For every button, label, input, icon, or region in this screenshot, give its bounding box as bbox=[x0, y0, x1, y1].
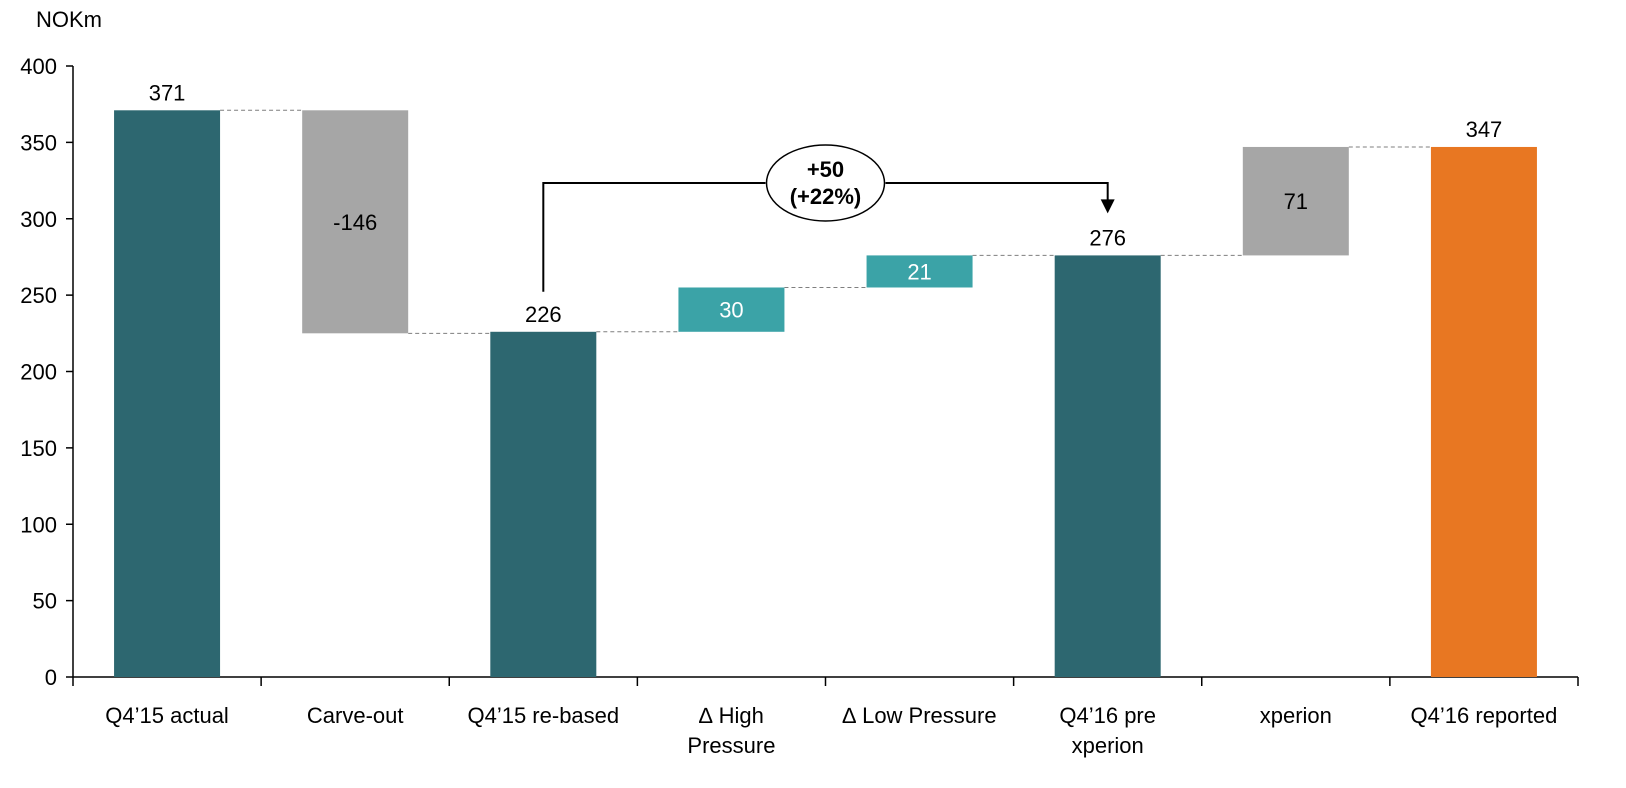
value-label: 276 bbox=[1089, 225, 1126, 250]
bar-0 bbox=[114, 110, 221, 678]
x-tick-label: Q4’16 pre bbox=[1059, 703, 1156, 728]
bar-6 bbox=[1242, 146, 1349, 256]
annotation-arrowhead bbox=[1100, 199, 1115, 214]
x-tick-label: Pressure bbox=[687, 733, 775, 758]
annotation-ellipse bbox=[765, 144, 886, 222]
x-tick-label: ∆ Low Pressure bbox=[843, 703, 997, 728]
growth-annotation: +50(+22%) bbox=[542, 144, 1115, 292]
annotation-text-line1: +50 bbox=[807, 157, 844, 182]
x-tick-label: Q4’15 re-based bbox=[467, 703, 619, 728]
y-tick-label: 200 bbox=[20, 360, 57, 385]
value-label: 226 bbox=[525, 302, 562, 327]
x-tick-label: ∆ High bbox=[699, 703, 764, 728]
bar-4 bbox=[866, 255, 973, 288]
value-labels: 371 -146 226 30 21 276 71 347 bbox=[149, 80, 1503, 326]
y-tick-label: 150 bbox=[20, 436, 57, 461]
x-tick-label: Q4’15 actual bbox=[105, 703, 229, 728]
bar-7 bbox=[1430, 146, 1537, 677]
y-tick-label: 300 bbox=[20, 207, 57, 232]
axes: 0 50 100 150 200 250 300 350 400 bbox=[20, 54, 1579, 690]
y-tick-label: 250 bbox=[20, 283, 57, 308]
value-label: 371 bbox=[149, 80, 186, 105]
y-tick-label: 50 bbox=[33, 589, 57, 614]
value-label: -146 bbox=[333, 210, 377, 235]
annotation-bracket-left bbox=[542, 182, 766, 292]
bar-1 bbox=[302, 110, 409, 334]
x-tick-label: xperion bbox=[1260, 703, 1332, 728]
bar-5 bbox=[1054, 255, 1161, 677]
value-label: 347 bbox=[1466, 117, 1503, 142]
category-labels: Q4’15 actual Carve-out Q4’15 re-based ∆ Hig… bbox=[105, 703, 1557, 758]
x-tick-label: Q4’16 reported bbox=[1411, 703, 1558, 728]
y-tick-label: 350 bbox=[20, 130, 57, 155]
annotation-bracket-right bbox=[885, 182, 1109, 202]
x-tick-label: Carve-out bbox=[307, 703, 404, 728]
y-axis-unit-label: NOKm bbox=[36, 7, 102, 32]
y-tick-label: 100 bbox=[20, 512, 57, 537]
bar-2 bbox=[490, 331, 597, 677]
bars bbox=[114, 110, 1537, 678]
y-tick-label: 0 bbox=[45, 665, 57, 690]
x-tick-label: xperion bbox=[1072, 733, 1144, 758]
value-label: 30 bbox=[719, 298, 743, 323]
bar-3 bbox=[678, 287, 785, 332]
value-label: 71 bbox=[1284, 189, 1308, 214]
value-label: 21 bbox=[907, 259, 931, 284]
annotation-text-line2: (+22%) bbox=[790, 184, 862, 209]
y-tick-label: 400 bbox=[20, 54, 57, 79]
